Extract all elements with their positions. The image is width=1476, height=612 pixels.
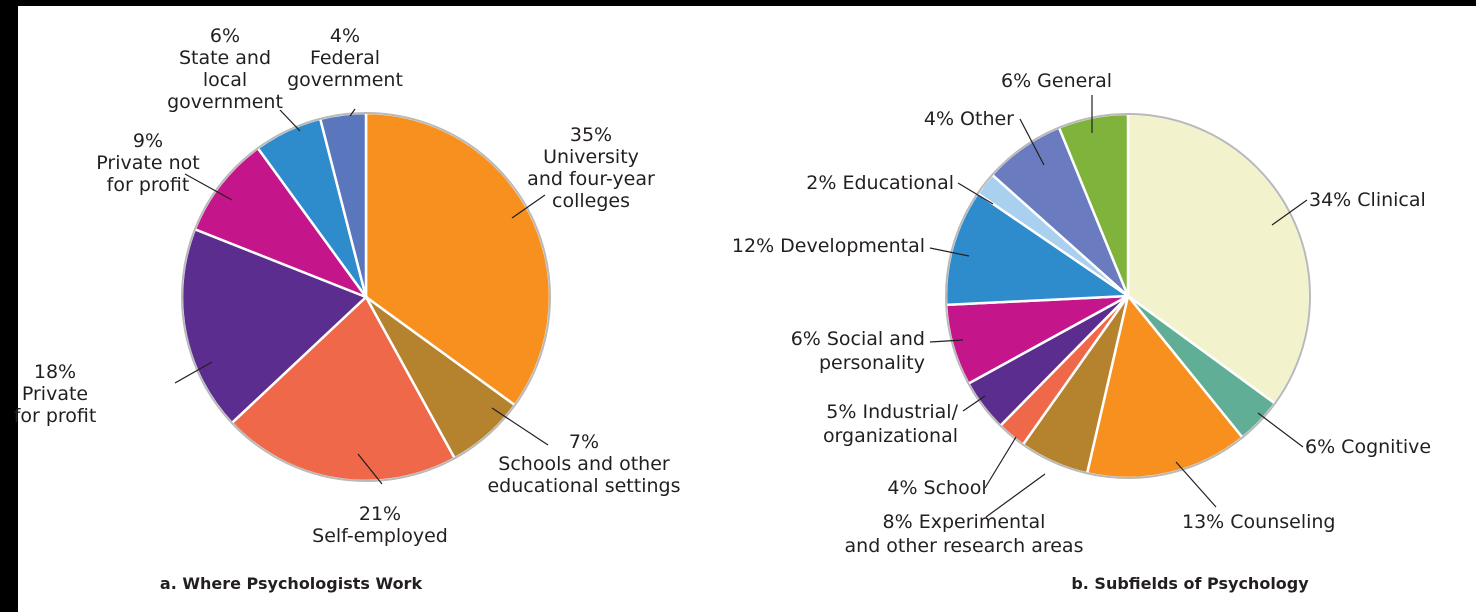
slice-label-line: and other research areas bbox=[845, 535, 1084, 557]
slice-label-18pct-private-for-profit: 18% Private for profit bbox=[14, 361, 97, 427]
slice-label-line: organizational bbox=[823, 425, 958, 447]
slice-label-6pct-state-and-local-government: 6% State and local government bbox=[167, 25, 283, 113]
leader-line bbox=[957, 182, 994, 205]
chart-caption: a. Where Psychologists Work bbox=[160, 574, 423, 593]
slice-label-12pct-developmental: 12% Developmental bbox=[732, 235, 925, 257]
leader-line bbox=[984, 436, 1017, 489]
slice-label-line: Schools and other bbox=[498, 453, 670, 475]
slice-label-4pct-other: 4% Other bbox=[924, 108, 1014, 130]
slice-label-34pct-clinical: 34% Clinical bbox=[1309, 189, 1426, 211]
slice-label-line: 18% bbox=[34, 361, 76, 383]
slice-label-6pct-social-and-personality: 6% Social and personality bbox=[791, 328, 925, 374]
slice-label-7pct-schools-and-other-educational-settings: 7% Schools and other educational settings bbox=[487, 431, 680, 497]
slice-label-line: 6% bbox=[210, 25, 240, 47]
slice-label-line: 4% Other bbox=[924, 108, 1014, 130]
slice-label-line: 2% Educational bbox=[806, 172, 954, 194]
leader-line bbox=[184, 173, 233, 201]
slice-label-line: 4% bbox=[330, 25, 360, 47]
slice-label-line: University bbox=[543, 146, 639, 168]
pie-chart-subfields-of-psychology: 34% Clinical 6% Cognitive 13% Counseling 8%… bbox=[732, 70, 1431, 593]
slice-label-line: Self-employed bbox=[312, 525, 448, 547]
leader-line bbox=[511, 194, 546, 219]
slice-label-6pct-general: 6% General bbox=[1001, 70, 1112, 92]
leader-line bbox=[1175, 461, 1217, 508]
slice-label-21pct-self-employed: 21% Self-employed bbox=[312, 503, 448, 547]
slice-label-8pct-experimental-and-other-research-areas: 8% Experimental and other research areas bbox=[845, 511, 1084, 557]
leader-line bbox=[491, 407, 549, 446]
slice-label-line: 34% Clinical bbox=[1309, 189, 1426, 211]
slice-label-line: 5% Industrial/ bbox=[826, 401, 958, 423]
leader-line bbox=[929, 247, 970, 257]
leader-line bbox=[349, 108, 356, 117]
pie-rim bbox=[181, 112, 551, 482]
slice-label-line: 7% bbox=[569, 431, 599, 453]
slice-labels: 34% Clinical 6% Cognitive 13% Counseling 8%… bbox=[732, 70, 1431, 557]
slice-label-line: Private not bbox=[96, 152, 199, 174]
slice-label-line: 12% Developmental bbox=[732, 235, 925, 257]
slice-label-line: and four-year bbox=[527, 168, 655, 190]
slice-label-line: personality bbox=[819, 352, 925, 374]
leader-line bbox=[1257, 412, 1304, 448]
pie-slices bbox=[180, 111, 552, 483]
slice-label-line: local bbox=[203, 69, 247, 91]
left-black-bar bbox=[0, 0, 18, 612]
slice-label-line: government bbox=[167, 91, 283, 113]
leader-line bbox=[174, 361, 213, 384]
slice-label-line: for profit bbox=[14, 405, 97, 427]
leader-line bbox=[1019, 118, 1045, 166]
leader-line bbox=[985, 473, 1046, 518]
slice-label-line: government bbox=[287, 69, 403, 91]
leader-line bbox=[962, 395, 986, 412]
slice-label-5pct-industrial-organizational: 5% Industrial/organizational bbox=[823, 401, 959, 447]
slice-label-6pct-cognitive: 6% Cognitive bbox=[1305, 436, 1431, 458]
slice-label-4pct-federal-government: 4% Federal government bbox=[287, 25, 403, 91]
pie-chart-where-psychologists-work: 35% University and four-year colleges 7% Scho… bbox=[14, 25, 681, 593]
slice-label-line: State and bbox=[179, 47, 271, 69]
top-border-line bbox=[18, 0, 1476, 6]
slice-label-line: for profit bbox=[107, 174, 190, 196]
slice-label-line: 13% Counseling bbox=[1182, 511, 1336, 533]
slice-label-line: 21% bbox=[359, 503, 401, 525]
leader-line bbox=[1271, 199, 1308, 226]
slice-label-4pct-school: 4% School bbox=[887, 477, 986, 499]
slice-label-line: 35% bbox=[570, 124, 612, 146]
slice-label-line: 6% Social and bbox=[791, 328, 925, 350]
slice-label-line: Federal bbox=[310, 47, 380, 69]
pie-slices bbox=[944, 112, 1312, 480]
slice-label-line: colleges bbox=[552, 190, 630, 212]
slice-label-line: 6% Cognitive bbox=[1305, 436, 1431, 458]
slice-label-9pct-private-not-for-profit: 9% Private not for profit bbox=[96, 130, 199, 196]
chart-caption: b. Subfields of Psychology bbox=[1071, 574, 1309, 593]
leader-line bbox=[929, 339, 964, 343]
slice-label-line: 4% School bbox=[887, 477, 986, 499]
pie-rim bbox=[945, 113, 1311, 479]
leader-line bbox=[357, 453, 383, 485]
leader-line bbox=[279, 109, 301, 132]
slice-labels: 35% University and four-year colleges 7% Scho… bbox=[14, 25, 681, 547]
slice-label-2pct-educational: 2% Educational bbox=[806, 172, 954, 194]
slice-label-line: 9% bbox=[133, 130, 163, 152]
slice-label-13pct-counseling: 13% Counseling bbox=[1182, 511, 1336, 533]
slice-label-line: educational settings bbox=[487, 475, 680, 497]
slice-label-line: Private bbox=[22, 383, 88, 405]
slice-label-35pct-university-and-four-year-colleges: 35% University and four-year colleges bbox=[527, 124, 655, 212]
slice-label-line: 8% Experimental bbox=[883, 511, 1046, 533]
slice-label-line: 6% General bbox=[1001, 70, 1112, 92]
